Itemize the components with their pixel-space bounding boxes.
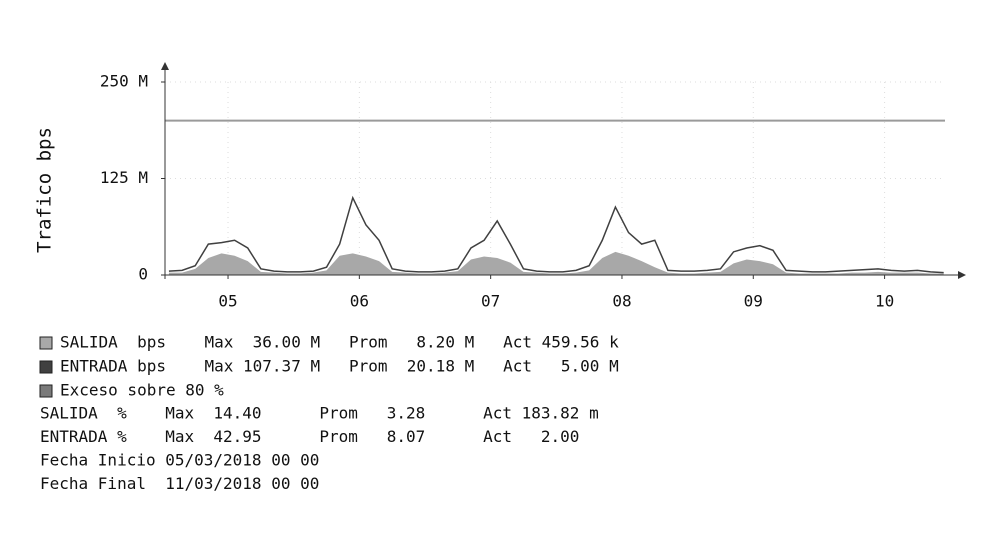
y-tick-label: 250 M <box>100 72 148 91</box>
y-axis-label: Trafico bps <box>34 127 56 253</box>
x-tick-label: 07 <box>481 292 500 311</box>
salida-area <box>168 251 944 275</box>
legend-swatch <box>39 360 53 374</box>
legend-swatch <box>39 336 53 350</box>
x-tick-label: 09 <box>744 292 763 311</box>
stats-line: Fecha Final 11/03/2018 00 00 <box>40 474 319 493</box>
x-tick-label: 10 <box>875 292 894 311</box>
y-tick-label: 0 <box>138 265 148 284</box>
x-tick-label: 05 <box>218 292 237 311</box>
legend-swatch <box>39 384 53 398</box>
stats-line: Fecha Inicio 05/03/2018 00 00 <box>40 451 319 470</box>
y-tick-label: 125 M <box>100 168 148 187</box>
stats-line: ENTRADA % Max 42.95 Prom 8.07 Act 2.00 <box>40 427 579 446</box>
x-tick-label: 06 <box>350 292 369 311</box>
legend-text: SALIDA bps Max 36.00 M Prom 8.20 M Act 4… <box>60 333 619 352</box>
x-axis-arrow <box>958 271 966 279</box>
entrada-line <box>168 195 944 274</box>
x-tick-label: 08 <box>612 292 631 311</box>
legend-text: Exceso sobre 80 % <box>60 381 224 400</box>
y-axis-arrow <box>161 62 169 70</box>
legend-text: ENTRADA bps Max 107.37 M Prom 20.18 M Ac… <box>60 357 619 376</box>
stats-line: SALIDA % Max 14.40 Prom 3.28 Act 183.82 … <box>40 404 599 423</box>
